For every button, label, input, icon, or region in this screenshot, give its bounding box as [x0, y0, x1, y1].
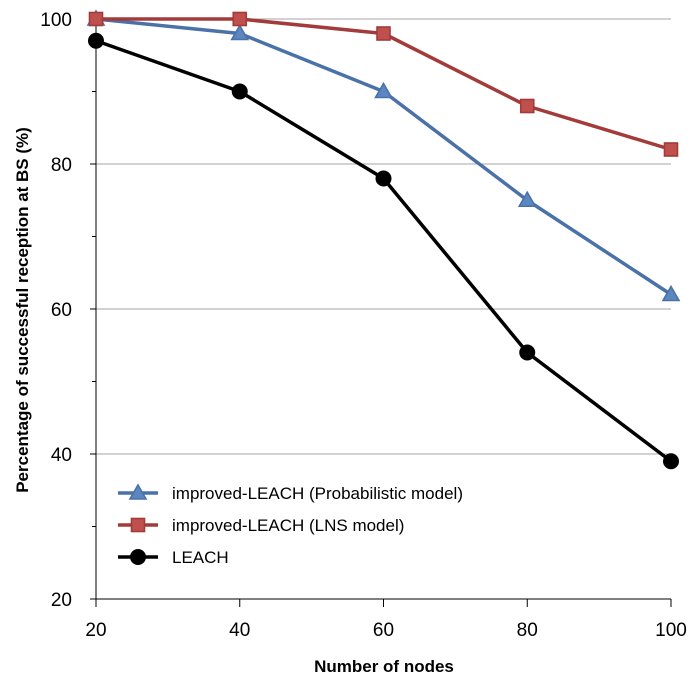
y-tick-label: 20 — [51, 590, 72, 611]
data-point — [661, 284, 681, 302]
series-line — [95, 39, 673, 463]
legend-entry: LEACH — [118, 548, 229, 567]
y-tick-label: 100 — [40, 10, 72, 31]
data-point — [230, 23, 250, 41]
y-tick-label-bg — [32, 151, 74, 177]
series-2 — [88, 32, 679, 470]
x-axis-title: Number of nodes — [314, 657, 454, 676]
x-tick-label-bg — [74, 614, 118, 642]
data-point — [375, 170, 392, 187]
series-0 — [86, 9, 681, 302]
data-point — [232, 11, 248, 27]
y-tick-label-bg — [32, 6, 74, 32]
data-point — [231, 83, 248, 100]
legend-marker — [130, 549, 146, 565]
legend-marker — [128, 483, 148, 500]
data-point — [88, 11, 104, 27]
x-tick-label: 20 — [85, 620, 106, 641]
data-point — [517, 190, 537, 208]
x-tick-label-bg — [361, 614, 406, 642]
series-line — [95, 17, 672, 296]
legend-entry: improved-LEACH (Probabilistic model) — [118, 483, 463, 503]
legend-label: LEACH — [172, 548, 229, 567]
y-tick-label: 80 — [51, 155, 72, 176]
x-tick-label: 100 — [655, 620, 687, 641]
data-point — [376, 26, 391, 41]
x-tick-label-bg — [505, 614, 550, 642]
x-tick-label: 60 — [373, 620, 394, 641]
series-layer — [86, 9, 681, 470]
legend-label: improved-LEACH (Probabilistic model) — [172, 484, 463, 503]
x-tick-label: 80 — [517, 620, 538, 641]
x-tick-label: 40 — [229, 620, 250, 641]
legend: improved-LEACH (Probabilistic model) impr… — [118, 483, 463, 567]
y-tick-label-bg — [32, 441, 74, 467]
series-1 — [88, 11, 679, 157]
y-axis-title: Percentage of successful reception at BS… — [13, 127, 32, 493]
data-point — [88, 32, 104, 49]
data-point — [374, 81, 393, 99]
data-point — [663, 453, 679, 470]
data-point — [663, 142, 679, 157]
y-tick-label: 40 — [51, 445, 72, 466]
legend-entry: improved-LEACH (LNS model) — [118, 516, 404, 535]
x-tick-label-bg — [649, 614, 692, 642]
y-tick-label: 60 — [51, 300, 72, 321]
legend-label: improved-LEACH (LNS model) — [172, 516, 404, 535]
x-tick-label-bg — [217, 614, 262, 642]
legend-marker — [130, 517, 146, 533]
y-tick-label-bg — [32, 296, 74, 322]
data-point — [519, 344, 536, 361]
y-tick-label-bg — [32, 586, 74, 612]
data-point — [519, 98, 535, 114]
axes: 20 40 60 80 100 20 40 60 80 100 — [32, 6, 692, 642]
